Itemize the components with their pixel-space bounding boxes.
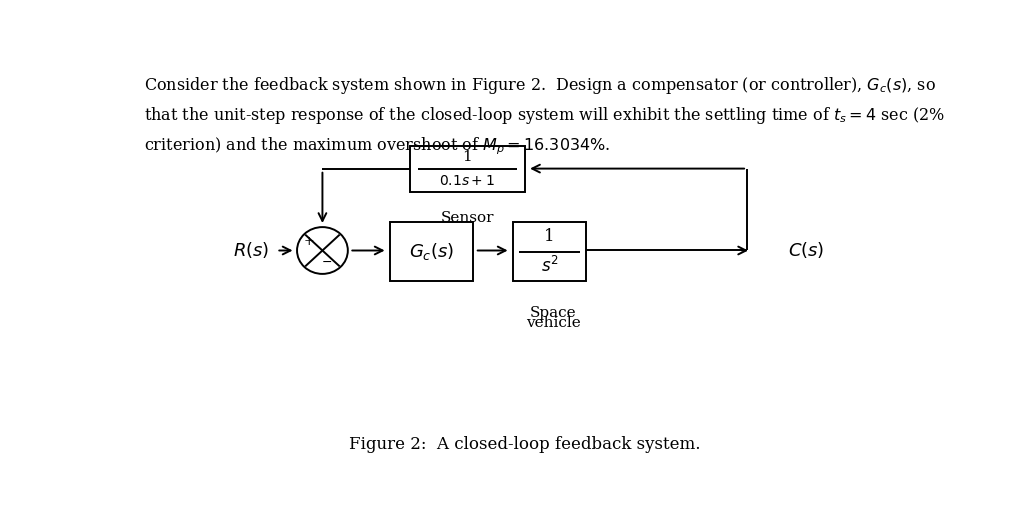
Text: Space: Space xyxy=(530,306,577,320)
Text: $0.1s + 1$: $0.1s + 1$ xyxy=(439,174,496,188)
Text: $G_c(s)$: $G_c(s)$ xyxy=(409,241,455,262)
Text: Figure 2:  A closed-loop feedback system.: Figure 2: A closed-loop feedback system. xyxy=(349,435,700,453)
Text: criterion) and the maximum overshoot of $M_p = 16.3034\%$.: criterion) and the maximum overshoot of … xyxy=(143,136,610,157)
Text: 1: 1 xyxy=(463,150,472,163)
Text: +: + xyxy=(303,235,313,248)
Text: $R(s)$: $R(s)$ xyxy=(232,241,269,260)
Text: $-$: $-$ xyxy=(321,255,332,268)
Text: $s^2$: $s^2$ xyxy=(541,256,558,277)
Text: vehicle: vehicle xyxy=(526,316,581,330)
Text: Consider the feedback system shown in Figure 2.  Design a compensator (or contro: Consider the feedback system shown in Fi… xyxy=(143,75,936,96)
Text: $C(s)$: $C(s)$ xyxy=(788,241,824,260)
Text: that the unit-step response of the closed-loop system will exhibit the settling : that the unit-step response of the close… xyxy=(143,105,945,126)
Text: 1: 1 xyxy=(544,228,555,245)
Text: Sensor: Sensor xyxy=(441,211,495,225)
